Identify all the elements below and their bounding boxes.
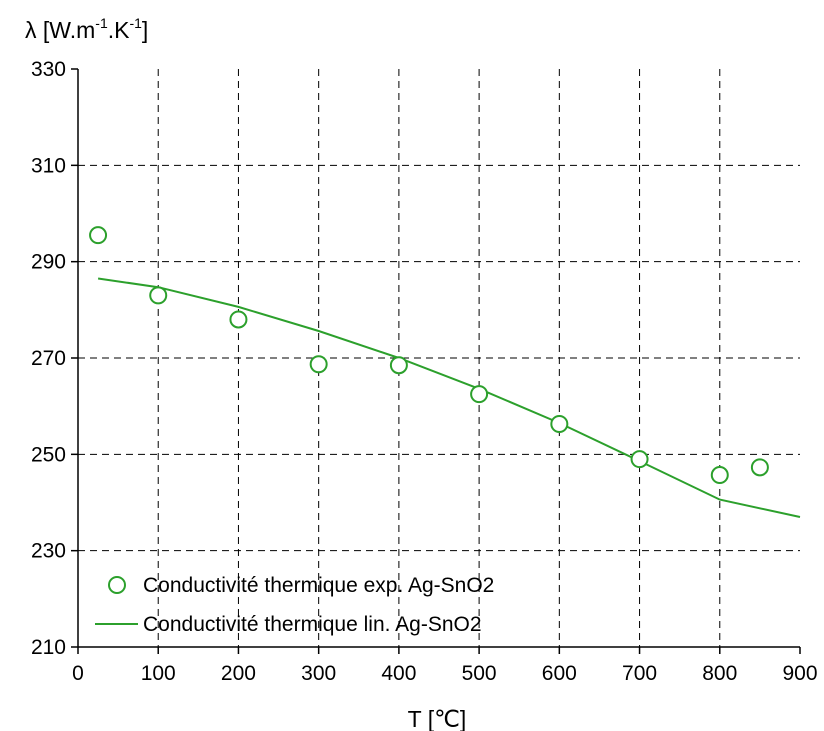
y-axis-label-exp1: -1 — [95, 15, 108, 31]
legend: Conductivité thermique exp. Ag-SnO2 Cond… — [95, 574, 494, 636]
x-tick-label-300: 300 — [301, 662, 336, 685]
y-tick-label-230: 230 — [31, 540, 66, 563]
x-tick-label-0: 0 — [72, 662, 84, 685]
data-point-exp-25 — [89, 226, 108, 245]
y-tick-label-330: 330 — [31, 58, 66, 81]
y-axis-label-exp2: -1 — [129, 15, 142, 31]
x-tick-labels: 0 100 200 300 400 500 600 700 800 900 — [72, 662, 817, 685]
data-point-exp-200 — [229, 310, 248, 329]
legend-marker-exp — [108, 576, 126, 594]
x-axis-label: T [℃] — [408, 706, 467, 731]
y-tick-label-210: 210 — [31, 636, 66, 659]
y-tick-label-270: 270 — [31, 347, 66, 370]
x-tick-label-600: 600 — [542, 662, 577, 685]
axes — [71, 68, 801, 654]
data-point-exp-600 — [550, 414, 569, 433]
x-tick-label-400: 400 — [381, 662, 416, 685]
data-point-exp-850 — [750, 458, 769, 477]
y-axis-label-open: [W.m — [37, 17, 96, 43]
y-axis-label: λ [W.m-1.K-1] — [25, 15, 148, 43]
y-axis-label-close: ] — [142, 17, 148, 43]
series-lin-line — [97, 277, 801, 518]
data-point-exp-100 — [149, 286, 168, 305]
data-point-exp-400 — [389, 356, 408, 375]
y-axis-label-symbol: λ — [25, 17, 37, 43]
grid — [78, 69, 800, 647]
data-point-exp-300 — [309, 355, 328, 374]
legend-label-lin: Conductivité thermique lin. Ag-SnO2 — [143, 613, 482, 636]
x-tick-label-100: 100 — [141, 662, 176, 685]
data-point-exp-500 — [470, 385, 489, 404]
y-tick-labels: 210 230 250 270 290 310 330 — [31, 58, 66, 659]
y-tick-label-290: 290 — [31, 251, 66, 274]
y-tick-label-250: 250 — [31, 443, 66, 466]
series-layer — [89, 226, 801, 518]
data-point-exp-700 — [630, 450, 649, 469]
x-tick-label-200: 200 — [221, 662, 256, 685]
x-tick-label-500: 500 — [462, 662, 497, 685]
y-axis-label-mid: .K — [108, 17, 130, 43]
legend-label-exp: Conductivité thermique exp. Ag-SnO2 — [143, 574, 494, 597]
x-tick-label-800: 800 — [702, 662, 737, 685]
y-tick-label-310: 310 — [31, 154, 66, 177]
x-tick-label-900: 900 — [782, 662, 817, 685]
data-point-exp-800 — [710, 466, 729, 485]
x-tick-label-700: 700 — [622, 662, 657, 685]
